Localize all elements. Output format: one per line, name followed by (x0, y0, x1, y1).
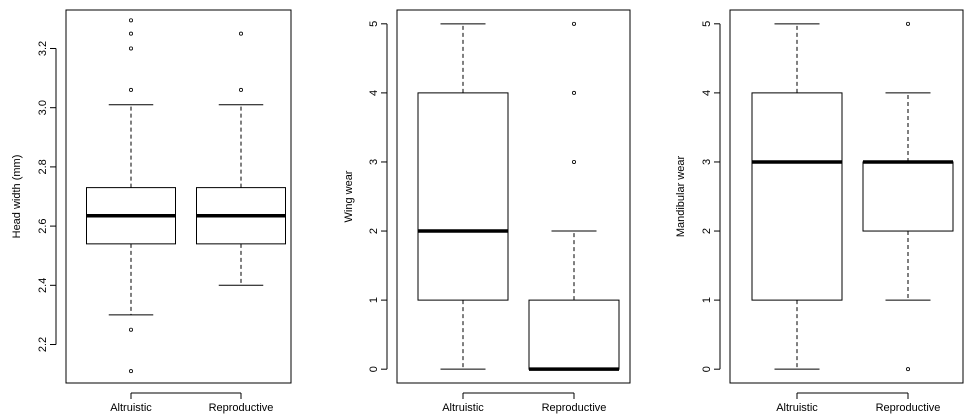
iqr-box (417, 92, 509, 301)
y-tick-label: 3 (368, 159, 380, 165)
box-reproductive: Reproductive (862, 21, 954, 414)
outlier-point (128, 46, 133, 51)
outlier-point (238, 31, 243, 36)
y-tick-label: 5 (701, 21, 713, 27)
y-tick-label: 1 (368, 297, 380, 303)
x-tick-label: Altruistic (776, 402, 818, 414)
outlier-point (128, 369, 133, 374)
outlier-point (128, 18, 133, 23)
box-reproductive: Reproductive (528, 21, 620, 414)
x-tick-label: Reproductive (876, 402, 941, 414)
iqr-box (751, 92, 843, 301)
outlier-point (906, 367, 911, 372)
outlier-point (128, 31, 133, 36)
plot-frame (65, 9, 292, 384)
y-tick-label: 1 (701, 297, 713, 303)
y-tick-label: 2 (368, 228, 380, 234)
box-altruistic: Altruistic (751, 23, 843, 414)
iqr-box (862, 161, 954, 232)
iqr-box (528, 299, 620, 370)
chart-panel-1: 2.2 2.4 2.6 2.8 3.0 3.2 Head width (mm) Altruis… (11, 9, 292, 414)
box-altruistic: Altruistic (417, 23, 509, 414)
plot-frame (729, 9, 964, 384)
box-reproductive: Reproductive (196, 31, 286, 414)
y-tick-label: 0 (701, 366, 713, 372)
chart-panel-2: 0 1 2 3 4 5 Wing wear Altruistic Reproductive (343, 9, 631, 414)
outlier-point (572, 159, 577, 164)
y-tick-label: 4 (368, 90, 380, 96)
x-tick-label: Reproductive (542, 402, 607, 414)
outlier-point (128, 87, 133, 92)
y-axis-title: Mandibular wear (675, 156, 687, 238)
outlier-point (238, 87, 243, 92)
y-tick-label: 2.4 (37, 278, 49, 293)
box-altruistic: Altruistic (86, 18, 176, 414)
y-tick-label: 2.6 (37, 218, 49, 233)
plot-frame (396, 9, 631, 384)
x-tick-label: Altruistic (110, 402, 152, 414)
y-tick-label: 2.2 (37, 337, 49, 352)
y-tick-label: 2 (701, 228, 713, 234)
y-axis-title: Wing wear (343, 170, 355, 222)
y-tick-label: 4 (701, 90, 713, 96)
y-axis-title: Head width (mm) (11, 155, 23, 239)
outlier-point (572, 21, 577, 26)
y-tick-label: 2.8 (37, 159, 49, 174)
chart-panel-3: 0 1 2 3 4 5 Mandibular wear Altruistic Reproduct… (675, 9, 964, 414)
x-tick-label: Altruistic (442, 402, 484, 414)
outlier-point (128, 327, 133, 332)
outlier-point (906, 21, 911, 26)
y-tick-label: 3 (701, 159, 713, 165)
y-tick-label: 3.2 (37, 41, 49, 56)
x-tick-label: Reproductive (209, 402, 274, 414)
y-tick-label: 3.0 (37, 100, 49, 115)
y-tick-label: 0 (368, 366, 380, 372)
y-tick-label: 5 (368, 21, 380, 27)
outlier-point (572, 90, 577, 95)
